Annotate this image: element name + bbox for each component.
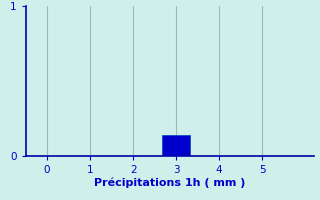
X-axis label: Précipitations 1h ( mm ): Précipitations 1h ( mm )	[94, 178, 245, 188]
Bar	[162, 135, 190, 156]
